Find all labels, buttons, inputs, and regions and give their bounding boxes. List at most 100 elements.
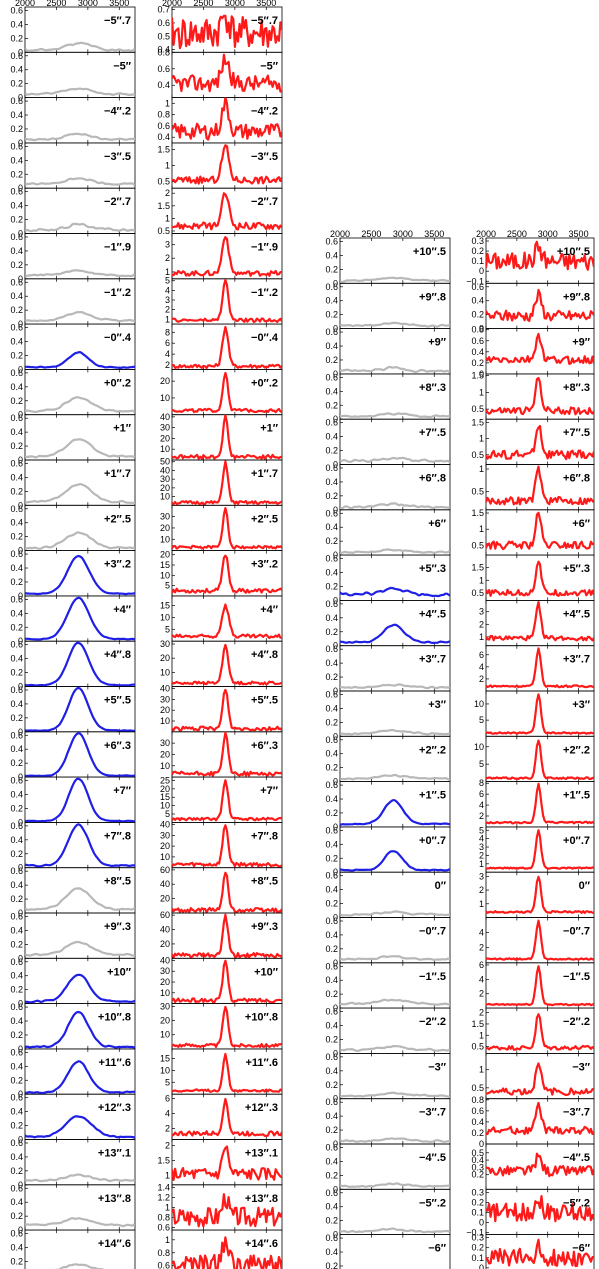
y-tick-label: 30 xyxy=(160,423,170,433)
y-tick-label: 15 xyxy=(160,600,170,610)
offset-label: −5″.7 xyxy=(251,15,278,27)
y-tick-label: 0.2 xyxy=(325,310,338,320)
offset-label: +3″.7 xyxy=(563,654,590,666)
y-tick-label: 2 xyxy=(165,253,170,263)
offset-label: −0″.7 xyxy=(563,926,590,938)
spectrum-line-red xyxy=(486,424,594,461)
spectrum-line-gray xyxy=(340,773,450,782)
spectrum-line-blue xyxy=(340,850,450,872)
y-tick-label: 20 xyxy=(160,939,170,949)
y-tick-label: 0 xyxy=(18,1089,23,1099)
spectrum-panel: 0.6 0.4 0.2 0 −5″ xyxy=(10,51,136,103)
spectrum-line-red xyxy=(172,14,282,50)
y-tick-label: 0.4 xyxy=(471,347,484,357)
x-tick-label-top: 2000 xyxy=(15,0,35,8)
spectrum-panel: 30 20 10 +10″.8 xyxy=(160,1001,283,1050)
y-tick-label: 1.5 xyxy=(471,417,484,427)
spectrum-line-blue xyxy=(340,799,450,827)
y-tick-label: 5 xyxy=(165,1077,170,1087)
y-tick-label: 1 xyxy=(479,387,484,397)
y-tick-label: 1 xyxy=(479,859,484,869)
y-tick-label: 0.4 xyxy=(325,1202,338,1212)
y-tick-label: 0 xyxy=(18,908,23,918)
panel-frame xyxy=(24,323,136,370)
y-tick-label: 0.3 xyxy=(471,1233,484,1243)
y-tick-label: 0.2 xyxy=(325,672,338,682)
panel-frame xyxy=(24,233,136,280)
y-tick-label: 0.2 xyxy=(325,1216,338,1226)
y-tick-label: 4 xyxy=(165,1109,170,1119)
x-tick-label-top: 2000 xyxy=(330,229,350,239)
offset-label: +6″.3 xyxy=(251,740,278,752)
spectrum-line-gray xyxy=(25,311,135,323)
x-tick-label-top: 3500 xyxy=(109,0,129,8)
y-tick-label: 0 xyxy=(18,410,23,420)
y-tick-label: 0.4 xyxy=(471,1155,484,1165)
offset-label: +2″.2 xyxy=(563,744,590,756)
y-tick-label: 40 xyxy=(160,879,170,889)
y-tick-label: 0.6 xyxy=(157,18,170,28)
y-tick-label: 0 xyxy=(333,867,338,877)
spectrum-panel: 0.6 0.4 0.2 0 +10″ xyxy=(10,957,136,1009)
y-tick-label: 40 xyxy=(160,684,170,694)
y-tick-label: 0.2 xyxy=(471,1170,484,1180)
y-tick-label: 40 xyxy=(160,465,170,475)
spectrum-panel: 1 0.5 +6″.8 xyxy=(471,464,595,511)
y-tick-label: 0 xyxy=(333,686,338,696)
spectrum-line-gray xyxy=(340,365,450,374)
spectrum-line-red xyxy=(486,376,594,416)
y-tick-label: 0.2 xyxy=(10,396,23,406)
offset-label: +3″.2 xyxy=(104,559,131,571)
y-tick-label: 0.3 xyxy=(471,1162,484,1172)
y-tick-label: 0.6 xyxy=(10,51,23,61)
spectrum-line-red xyxy=(486,919,594,961)
y-tick-label: 0.2 xyxy=(10,985,23,995)
y-tick-label: 0.8 xyxy=(471,325,484,335)
y-tick-label: 0.4 xyxy=(325,703,338,713)
y-tick-label: 10 xyxy=(160,1065,170,1075)
y-tick-label: 6 xyxy=(165,338,170,348)
offset-label: −5″ xyxy=(260,60,279,72)
y-tick-label: 0 xyxy=(18,817,23,827)
y-tick-label: 0.4 xyxy=(325,794,338,804)
panel-frame xyxy=(339,237,451,284)
spectrum-line-red xyxy=(172,460,282,506)
offset-label: 0″ xyxy=(435,880,447,892)
y-tick-label: 0.4 xyxy=(325,296,338,306)
y-tick-label: 3 xyxy=(165,295,170,305)
spectrum-line-red xyxy=(172,643,282,686)
y-tick-label: 0.4 xyxy=(325,432,338,442)
y-tick-label: 20 xyxy=(160,433,170,443)
y-tick-label: 0 xyxy=(333,414,338,424)
panel-frame xyxy=(24,97,136,144)
y-tick-label: 1 xyxy=(165,213,170,223)
spectrum-line-blue xyxy=(25,1115,135,1139)
spectrum-line-red xyxy=(172,824,282,868)
y-tick-label: 0.2 xyxy=(10,713,23,723)
offset-label: +7″.8 xyxy=(251,830,278,842)
spectrum-panel: 0.6 0.4 0.2 0 0″ xyxy=(325,871,451,923)
y-tick-label: 0.4 xyxy=(325,749,338,759)
y-tick-label: 0.6 xyxy=(325,961,338,971)
spectrum-line-gray xyxy=(25,1173,135,1183)
y-tick-label: 0.6 xyxy=(10,141,23,151)
spectrum-panel: 3 2 1 0″ xyxy=(479,871,595,918)
y-tick-label: 0.4 xyxy=(325,1156,338,1166)
y-tick-label: 0.4 xyxy=(10,563,23,573)
y-tick-label: 0.6 xyxy=(157,64,170,74)
y-tick-label: 0.6 xyxy=(10,458,23,468)
y-tick-label: 2 xyxy=(165,188,170,198)
y-tick-label: 0.6 xyxy=(325,1007,338,1017)
spectrum-panel: 0.6 0.4 0.2 0 +4″ xyxy=(10,594,136,646)
spectrum-line-gray xyxy=(25,132,135,142)
y-tick-label: 0.4 xyxy=(10,1107,23,1117)
spectrum-panel: 0.6 0.4 0.2 0 +3″ xyxy=(325,689,451,741)
panel-frame xyxy=(24,187,136,234)
y-tick-label: 30 xyxy=(160,738,170,748)
offset-label: −5″.2 xyxy=(419,1197,446,1209)
spectrum-panel: 0.6 0.4 0.2 0 +13″.8 xyxy=(10,1183,136,1235)
